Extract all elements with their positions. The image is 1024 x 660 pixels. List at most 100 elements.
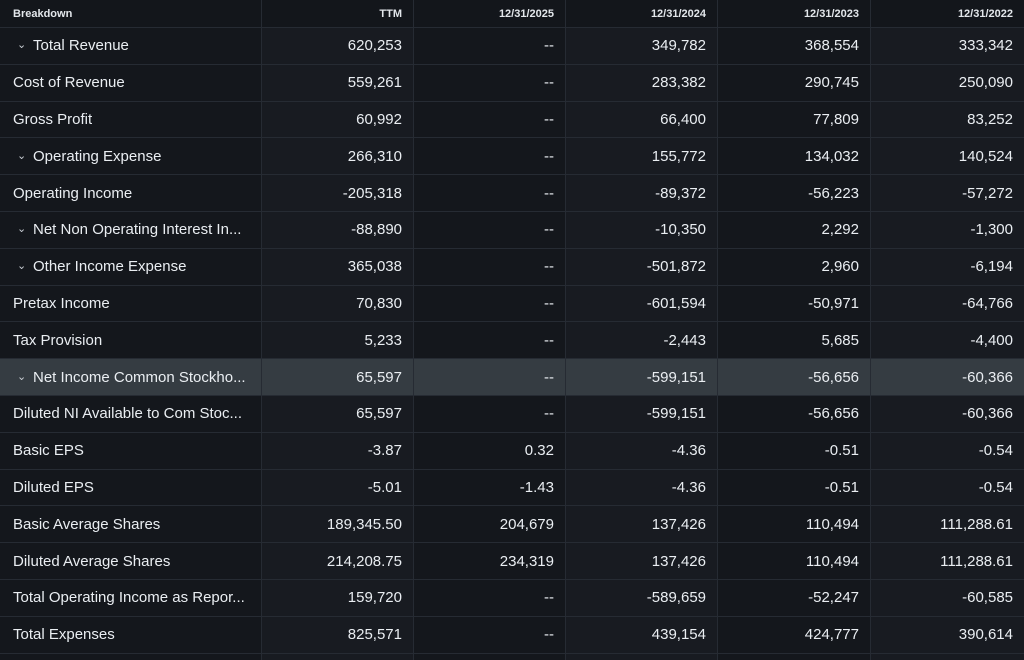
value-cell-2023: 110,494 bbox=[718, 506, 871, 543]
row-label: Operating Expense bbox=[33, 147, 162, 165]
value-cell-2022: 250,090 bbox=[871, 64, 1024, 101]
value-cell-2025: -- bbox=[414, 285, 566, 322]
table-row[interactable] bbox=[0, 653, 1024, 660]
value-cell-2023: 368,554 bbox=[718, 28, 871, 64]
table-row[interactable]: ⌄ Net Non Operating Interest In... -88,890… bbox=[0, 211, 1024, 249]
table-row[interactable]: ⌄ Total Revenue 620,253 -- 349,782 368,554 333… bbox=[0, 28, 1024, 65]
value-cell-2025: -- bbox=[414, 579, 566, 616]
column-header-2025[interactable]: 12/31/2025 bbox=[414, 0, 566, 27]
table-row[interactable]: Tax Provision 5,233 -- -2,443 5,685 -4,400 bbox=[0, 322, 1024, 360]
value-cell-2025: -- bbox=[414, 322, 566, 359]
value-cell-2024: -601,594 bbox=[566, 285, 718, 322]
table-row[interactable]: Operating Income -205,318 -- -89,372 -56,223… bbox=[0, 175, 1024, 212]
row-label-cell[interactable]: ⌄ Operating Expense bbox=[0, 138, 262, 175]
column-header-2023[interactable]: 12/31/2023 bbox=[718, 0, 871, 27]
table-row[interactable]: Total Expenses 825,571 -- 439,154 424,777 390… bbox=[0, 616, 1024, 654]
row-label: Total Revenue bbox=[33, 37, 129, 55]
value-cell-2024: 349,782 bbox=[566, 28, 718, 64]
value-cell-2025: -- bbox=[414, 138, 566, 175]
chevron-down-icon[interactable]: ⌄ bbox=[17, 260, 27, 273]
value-cell-2023: -56,656 bbox=[718, 395, 871, 432]
table-row[interactable]: Diluted NI Available to Com Stoc... 65,59… bbox=[0, 395, 1024, 433]
row-label-cell: Gross Profit bbox=[0, 101, 262, 138]
value-cell-ttm: 825,571 bbox=[262, 616, 414, 653]
row-label-cell: Cost of Revenue bbox=[0, 64, 262, 101]
value-cell-ttm: -3.87 bbox=[262, 432, 414, 469]
row-label: Basic EPS bbox=[13, 442, 84, 460]
table-row[interactable]: ⌄ Net Income Common Stockho... 65,597 -- -59… bbox=[0, 359, 1024, 396]
table-row[interactable]: Gross Profit 60,992 -- 66,400 77,809 83,252 bbox=[0, 101, 1024, 139]
table-row[interactable]: Basic Average Shares 189,345.50 204,679 137… bbox=[0, 506, 1024, 544]
column-header-breakdown[interactable]: Breakdown bbox=[0, 0, 262, 27]
value-cell-2024: 137,426 bbox=[566, 543, 718, 579]
row-label-cell[interactable]: ⌄ Net Non Operating Interest In... bbox=[0, 211, 262, 248]
value-cell-ttm: 214,208.75 bbox=[262, 543, 414, 579]
value-cell-2022: -0.54 bbox=[871, 432, 1024, 469]
value-cell-2025: -- bbox=[414, 211, 566, 248]
value-cell-2025: -- bbox=[414, 395, 566, 432]
table-row[interactable]: Cost of Revenue 559,261 -- 283,382 290,745 25… bbox=[0, 64, 1024, 102]
value-cell-2024: 283,382 bbox=[566, 64, 718, 101]
value-cell-2022: -1,300 bbox=[871, 211, 1024, 248]
value-cell-ttm: 5,233 bbox=[262, 322, 414, 359]
value-cell-2023: -0.51 bbox=[718, 432, 871, 469]
row-label: Diluted Average Shares bbox=[13, 552, 171, 570]
row-label-cell: Total Expenses bbox=[0, 616, 262, 653]
table-body: ⌄ Total Revenue 620,253 -- 349,782 368,554 333… bbox=[0, 28, 1024, 660]
chevron-down-icon[interactable]: ⌄ bbox=[17, 39, 27, 52]
row-label: Diluted EPS bbox=[13, 478, 94, 496]
value-cell-2023: -52,247 bbox=[718, 579, 871, 616]
row-label-cell: Basic EPS bbox=[0, 432, 262, 469]
row-label: Operating Income bbox=[13, 184, 133, 202]
value-cell-2022: 140,524 bbox=[871, 138, 1024, 175]
chevron-down-icon[interactable]: ⌄ bbox=[17, 370, 27, 383]
value-cell-2024: -599,151 bbox=[566, 359, 718, 395]
table-row[interactable]: ⌄ Operating Expense 266,310 -- 155,772 134,03… bbox=[0, 138, 1024, 176]
row-label: Tax Provision bbox=[13, 331, 103, 349]
value-cell-ttm: 266,310 bbox=[262, 138, 414, 175]
row-label-cell: Basic Average Shares bbox=[0, 506, 262, 543]
value-cell-2022: -57,272 bbox=[871, 175, 1024, 211]
row-label-cell: Total Operating Income as Repor... bbox=[0, 579, 262, 616]
row-label-cell[interactable]: ⌄ Net Income Common Stockho... bbox=[0, 359, 262, 395]
value-cell-2022: -64,766 bbox=[871, 285, 1024, 322]
value-cell-2025: -- bbox=[414, 101, 566, 138]
row-label-cell[interactable]: ⌄ Total Revenue bbox=[0, 28, 262, 64]
row-label-cell: Operating Income bbox=[0, 175, 262, 211]
value-cell-2024: -2,443 bbox=[566, 322, 718, 359]
row-label-cell: Diluted Average Shares bbox=[0, 543, 262, 579]
table-row[interactable]: Diluted EPS -5.01 -1.43 -4.36 -0.51 -0.54 bbox=[0, 469, 1024, 507]
value-cell-2023: -56,656 bbox=[718, 359, 871, 395]
value-cell-2022: 111,288.61 bbox=[871, 543, 1024, 579]
value-cell-ttm: -88,890 bbox=[262, 211, 414, 248]
column-header-2022[interactable]: 12/31/2022 bbox=[871, 0, 1024, 27]
value-cell-2024: -589,659 bbox=[566, 579, 718, 616]
value-cell-2023: -50,971 bbox=[718, 285, 871, 322]
column-header-2024[interactable]: 12/31/2024 bbox=[566, 0, 718, 27]
table-row[interactable]: Basic EPS -3.87 0.32 -4.36 -0.51 -0.54 bbox=[0, 432, 1024, 470]
value-cell-2025: 234,319 bbox=[414, 543, 566, 579]
value-cell-2022: -6,194 bbox=[871, 248, 1024, 285]
value-cell-2023: -0.51 bbox=[718, 469, 871, 506]
column-header-ttm[interactable]: TTM bbox=[262, 0, 414, 27]
table-row[interactable]: Pretax Income 70,830 -- -601,594 -50,971 -64,… bbox=[0, 285, 1024, 323]
table-row[interactable]: Total Operating Income as Repor... 159,72… bbox=[0, 579, 1024, 617]
value-cell-2024 bbox=[566, 653, 718, 660]
value-cell-2025: -- bbox=[414, 616, 566, 653]
row-label-cell[interactable]: ⌄ Other Income Expense bbox=[0, 248, 262, 285]
value-cell-2022: -60,585 bbox=[871, 579, 1024, 616]
value-cell-2025: -- bbox=[414, 359, 566, 395]
table-row[interactable]: ⌄ Other Income Expense 365,038 -- -501,872 2,… bbox=[0, 248, 1024, 286]
value-cell-2025: -- bbox=[414, 248, 566, 285]
row-label-cell: Diluted EPS bbox=[0, 469, 262, 506]
row-label: Basic Average Shares bbox=[13, 515, 161, 533]
value-cell-ttm: 620,253 bbox=[262, 28, 414, 64]
value-cell-2023 bbox=[718, 653, 871, 660]
table-row[interactable]: Diluted Average Shares 214,208.75 234,319 1… bbox=[0, 543, 1024, 580]
chevron-down-icon[interactable]: ⌄ bbox=[17, 149, 27, 162]
row-label-cell: Diluted NI Available to Com Stoc... bbox=[0, 395, 262, 432]
value-cell-2025: 0.32 bbox=[414, 432, 566, 469]
chevron-down-icon[interactable]: ⌄ bbox=[17, 223, 27, 236]
row-label-cell: Tax Provision bbox=[0, 322, 262, 359]
row-label: Cost of Revenue bbox=[13, 74, 125, 92]
